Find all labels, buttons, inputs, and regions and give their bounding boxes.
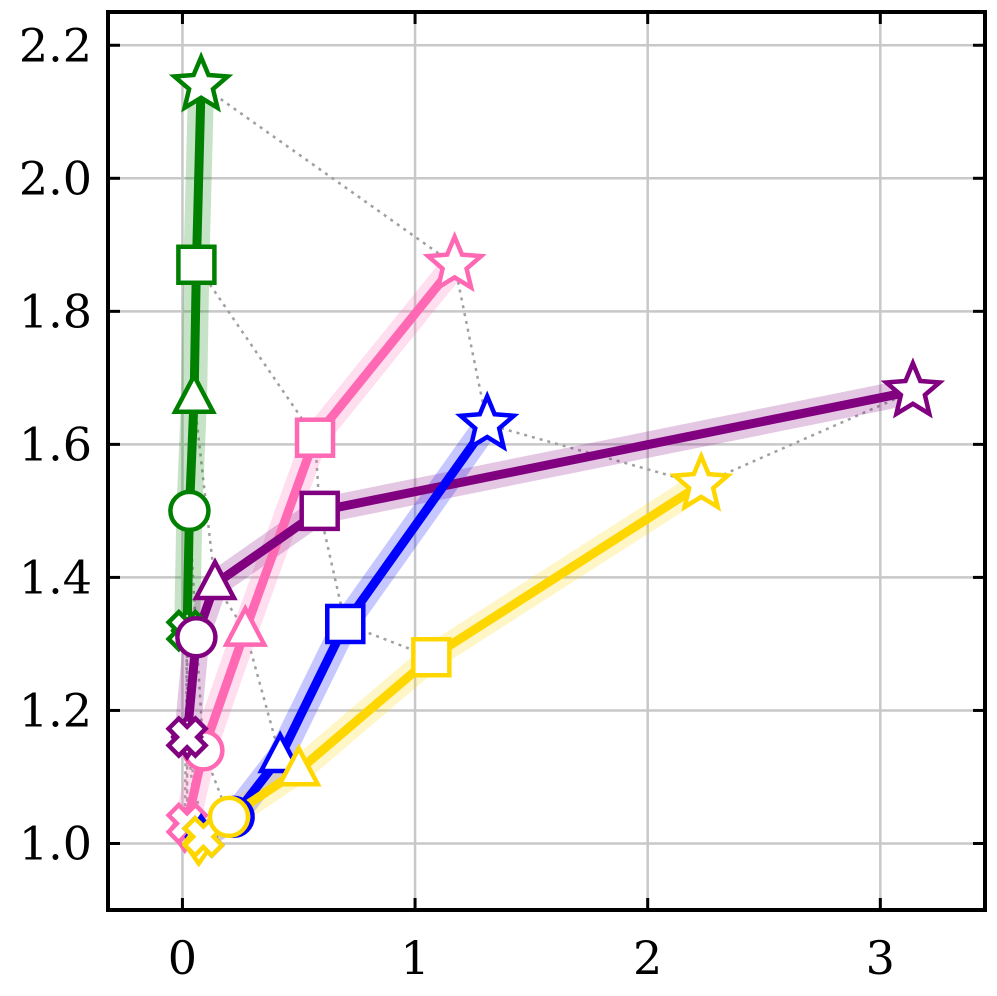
y-tick-label: 1.6 — [19, 417, 92, 471]
y-tick-label: 2.2 — [19, 18, 92, 72]
tick-marks — [108, 12, 985, 910]
series-markers — [165, 51, 946, 868]
series-3-star-marker — [455, 390, 520, 452]
series-0-square-marker — [176, 244, 217, 286]
y-tick-label: 1.0 — [19, 816, 92, 870]
series-0-star-marker — [168, 51, 234, 113]
series-4-circle-marker — [207, 795, 251, 839]
series-4-triangle-marker — [276, 743, 322, 787]
grid — [108, 12, 985, 910]
series-2-star-marker — [880, 357, 946, 419]
x-tick-label: 2 — [633, 931, 662, 985]
series-2-triangle-marker — [192, 557, 238, 601]
series-1-star-marker — [422, 230, 487, 293]
x-tick-labels: 0 1 2 3 — [168, 931, 895, 985]
series-1-square-marker — [294, 417, 336, 458]
series-0-circle-marker — [168, 489, 211, 533]
y-tick-label: 1.4 — [19, 550, 92, 604]
x-tick-label: 0 — [168, 931, 197, 985]
x-tick-label: 1 — [400, 931, 429, 985]
series-2-circle-marker — [175, 616, 218, 659]
series-1-triangle-marker — [222, 603, 268, 647]
y-tick-label: 1.8 — [19, 284, 92, 338]
y-tick-labels: 1.0 1.2 1.4 1.6 1.8 2.0 2.2 — [19, 18, 92, 870]
plot-frame — [106, 10, 987, 912]
series-2-x-marker — [165, 715, 209, 759]
y-tick-label: 2.0 — [19, 151, 92, 205]
series-0-triangle-marker — [171, 370, 217, 415]
series-2-square-marker — [299, 490, 340, 532]
y-tick-label: 1.2 — [19, 683, 92, 737]
series-4-star-marker — [669, 450, 734, 512]
series-3-square-marker — [325, 603, 366, 645]
x-tick-label: 3 — [866, 931, 895, 985]
series-4-square-marker — [411, 636, 452, 678]
